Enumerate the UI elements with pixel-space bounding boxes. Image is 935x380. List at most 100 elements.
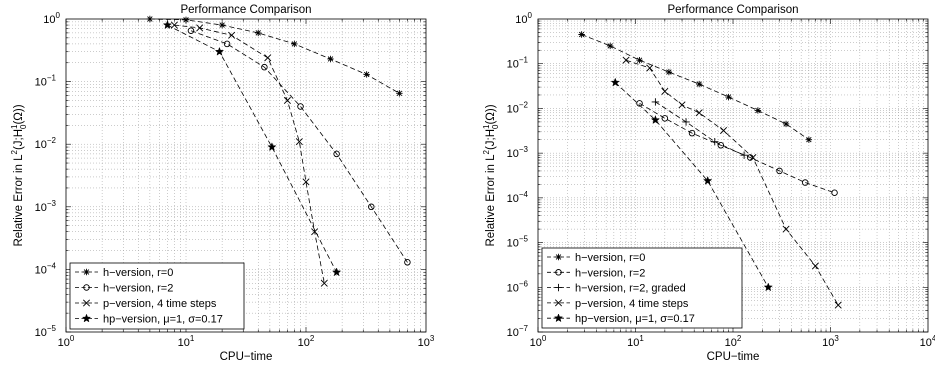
y-tick-label: 10−3 xyxy=(35,199,57,214)
y-tick-label: 10−5 xyxy=(35,324,57,339)
legend-marker-star xyxy=(81,313,92,323)
legend-label: hp−version, μ=1, σ=0.17 xyxy=(103,314,223,326)
series-line xyxy=(149,18,400,94)
data-point-asterisk xyxy=(665,68,673,76)
legend-box xyxy=(69,262,245,330)
data-point-circle xyxy=(333,150,340,158)
data-point-asterisk xyxy=(327,55,334,63)
chart-1: 100 101 102 103 10−5 10−4 10−3 10−2 10−1 100 Perfo… xyxy=(10,4,435,363)
y-tick-label: 10−2 xyxy=(507,100,529,115)
data-point-x xyxy=(782,225,790,233)
legend: h−version, r=0 h−version, r=2 p−version, 4… xyxy=(69,262,245,330)
series-line xyxy=(167,24,337,273)
chart-title: Performance Comparison xyxy=(180,4,311,16)
data-point-x xyxy=(646,64,654,72)
data-point-x xyxy=(834,301,842,309)
y-tick-label: 10−3 xyxy=(507,145,529,160)
legend-item: hp−version, μ=1, σ=0.17 xyxy=(75,314,223,326)
data-point-circle xyxy=(688,129,696,137)
data-point-circle xyxy=(801,179,809,186)
x-tick-label: 100 xyxy=(58,334,75,349)
data-point-asterisk xyxy=(578,31,585,38)
data-point-star xyxy=(214,46,225,56)
y-tick-label: 100 xyxy=(43,11,60,26)
chart-title: Performance Comparison xyxy=(667,4,798,16)
series-2 xyxy=(636,100,838,197)
data-point-x xyxy=(678,101,686,109)
data-point-x xyxy=(283,96,291,104)
legend: h−version, r=0 h−version, r=2 h−version, r… xyxy=(541,247,743,329)
y-tick-label: 10−1 xyxy=(507,56,529,71)
data-point-star xyxy=(610,77,620,87)
legend-item: h−version, r=2 xyxy=(547,267,645,279)
data-point-x xyxy=(170,21,178,29)
data-point-circle xyxy=(776,167,783,175)
series-line xyxy=(625,59,839,306)
legend-item: hp−version, μ=1, σ=0.17 xyxy=(547,313,695,325)
data-point-circle xyxy=(187,27,195,34)
legend-label: p−version, 4 time steps xyxy=(103,298,217,310)
legend-item: p−version, 4 time steps xyxy=(75,298,217,310)
series-3 xyxy=(170,21,328,287)
data-point-asterisk xyxy=(805,136,813,143)
legend-marker-circle xyxy=(83,284,90,291)
y-tick-label: 10−1 xyxy=(35,74,57,89)
data-point-plus xyxy=(740,151,748,159)
legend-marker-star xyxy=(553,313,564,323)
data-point-circle xyxy=(223,40,231,48)
data-point-x xyxy=(196,24,204,32)
x-tick-label: 103 xyxy=(822,334,839,349)
data-point-asterisk xyxy=(255,29,262,37)
data-point-star xyxy=(162,20,173,30)
y-tick-label: 10−2 xyxy=(35,136,57,151)
series-1 xyxy=(578,31,813,143)
data-point-x xyxy=(720,127,728,135)
data-point-asterisk xyxy=(182,16,190,24)
x-tick-label: 101 xyxy=(627,334,644,349)
legend-item: p−version, 4 time steps xyxy=(547,298,689,310)
series-4 xyxy=(162,20,342,277)
legend-item: h−version, r=0 xyxy=(547,252,645,264)
data-point-circle xyxy=(636,100,643,107)
data-point-circle xyxy=(261,63,268,71)
data-point-asterisk xyxy=(396,90,403,97)
legend-item: h−version, r=0 xyxy=(75,267,173,279)
data-point-circle xyxy=(368,203,375,211)
y-axis-label: Relative Error in L2(J;H10(Ω)) xyxy=(10,104,28,246)
series-line xyxy=(581,34,810,141)
data-point-asterisk xyxy=(291,40,298,48)
data-point-asterisk xyxy=(754,107,762,114)
legend-item: h−version, r=2, graded xyxy=(547,283,686,295)
data-point-asterisk xyxy=(218,21,226,29)
data-point-x xyxy=(749,153,757,161)
y-tick-label: 10−4 xyxy=(35,261,57,276)
data-point-asterisk xyxy=(363,71,370,78)
axes-frame xyxy=(65,18,427,333)
y-tick-label: 100 xyxy=(515,11,532,26)
x-tick-label: 102 xyxy=(725,334,742,349)
data-point-asterisk xyxy=(782,120,790,128)
data-point-circle xyxy=(297,103,304,110)
data-point-circle xyxy=(831,189,838,197)
series-1 xyxy=(146,15,403,97)
data-point-asterisk xyxy=(636,56,643,64)
x-tick-label: 104 xyxy=(920,334,935,349)
data-point-x xyxy=(811,262,819,270)
legend-label: h−version, r=2 xyxy=(575,267,645,279)
data-point-x xyxy=(302,178,310,186)
data-point-star xyxy=(650,115,661,125)
legend-item: h−version, r=2 xyxy=(75,283,173,295)
data-point-x xyxy=(264,54,272,62)
x-tick-label: 102 xyxy=(298,334,315,349)
data-point-x xyxy=(295,138,303,146)
data-point-circle xyxy=(404,259,411,266)
data-point-asterisk xyxy=(606,42,614,50)
x-axis-label: CPU−time xyxy=(707,351,760,363)
chart-2: 100 101 102 103 104 10−7 10−6 10−5 10−4 10−3 10−2 1… xyxy=(482,4,935,363)
data-point-x xyxy=(622,56,630,64)
data-point-x xyxy=(228,31,236,39)
data-point-plus xyxy=(711,138,719,146)
data-point-plus xyxy=(651,98,660,106)
y-tick-label: 10−7 xyxy=(507,324,529,339)
legend-label: h−version, r=2, graded xyxy=(575,283,686,295)
